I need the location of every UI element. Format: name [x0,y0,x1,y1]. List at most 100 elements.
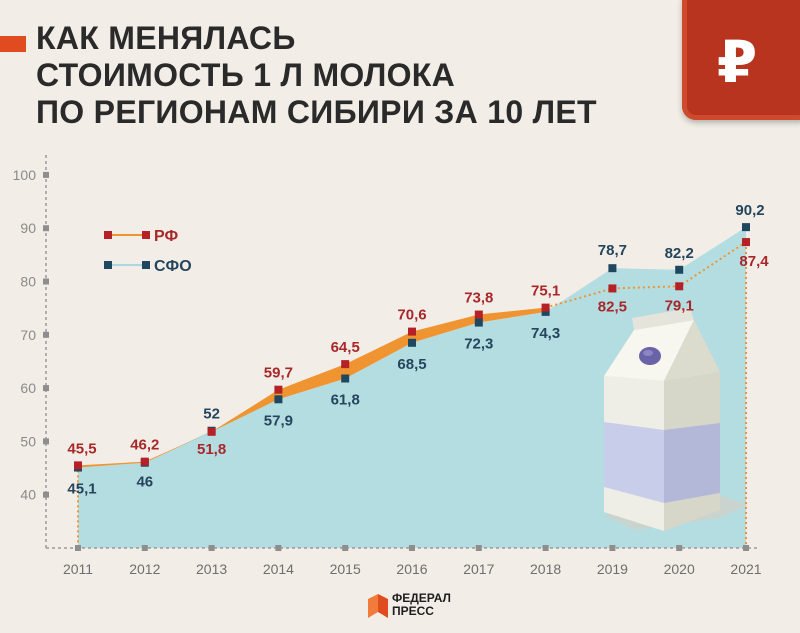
legend-rf-label: РФ [154,228,178,245]
rf-data-label: 51,8 [197,441,226,458]
milk-carton-illustration [604,308,748,531]
ruble-icon: ₽ [716,28,758,96]
y-tick-label: 70 [20,327,36,343]
legend-sfo-label: СФО [154,258,192,275]
title-bullet [0,36,26,52]
rf-data-label: 64,5 [331,339,360,356]
y-tick-mark [43,225,49,232]
logo-line-1: ФЕДЕРАЛ [392,591,451,605]
rf-point [742,238,750,247]
rf-point [408,327,416,336]
sfo-data-label: 68,5 [397,356,426,373]
rf-data-label: 59,7 [264,365,293,382]
sfo-area [78,227,746,548]
legend-rf-marker [142,231,150,239]
sfo-point [474,318,483,327]
rf-data-label: 87,4 [739,253,769,270]
chart-areas [77,227,747,548]
y-tick-mark [43,491,49,498]
sfo-data-label: 74,3 [531,325,560,342]
y-tick-mark [43,171,49,178]
x-tick-label: 2013 [196,561,227,577]
legend: РФ СФО [104,228,192,275]
sfo-data-label: 72,3 [464,336,493,353]
y-tick-mark [43,385,49,392]
sfo-point [408,338,416,347]
rf-dotted-line [545,241,747,309]
rf-data-label: 70,6 [397,307,426,324]
rf-point [541,303,550,312]
x-tick-mark [208,545,215,551]
chart-axes: 100 90 80 70 60 50 40 2011 2012 2013 2014 2015 2016 2… [13,155,762,577]
x-tick-label: 2016 [396,561,427,577]
rf-data-label: 75,1 [531,283,560,300]
rf-band [78,307,546,468]
sfo-point [541,307,550,316]
title-line-1: КАК МЕНЯЛАСЬ [36,20,296,56]
rf-data-label: 46,2 [130,437,159,454]
x-tick-mark [275,545,282,551]
rf-point [675,282,684,291]
sfo-point [341,374,350,383]
y-tick-label: 80 [20,274,36,290]
legend-sfo-marker [142,261,150,269]
sfo-point [608,264,617,273]
y-tick-label: 40 [20,487,36,503]
rf-data-label: 79,1 [665,297,694,314]
rf-data-label: 45,5 [67,440,96,457]
title-line-2: СТОИМОСТЬ 1 Л МОЛОКА [36,57,456,93]
chart-title: КАК МЕНЯЛАСЬ СТОИМОСТЬ 1 Л МОЛОКА ПО РЕГ… [36,20,597,131]
x-tick-label: 2014 [263,561,294,577]
rf-point [608,284,617,293]
federal-press-icon [368,594,388,618]
sfo-data-label: 45,1 [67,481,96,498]
rf-point [274,385,283,394]
rf-point [474,310,483,319]
sfo-data-label: 82,2 [665,245,694,262]
rf-point [341,360,350,369]
legend-rf-marker [104,231,112,239]
x-tick-label: 2019 [597,561,628,577]
x-tick-label: 2020 [664,561,695,577]
x-tick-label: 2011 [63,561,93,577]
y-tick-mark [43,438,49,445]
rf-data-label: 82,5 [598,298,627,315]
rf-data-label: 73,8 [464,290,493,307]
x-tick-mark [743,545,749,551]
sfo-data-label: 46 [136,474,153,491]
x-tick-label: 2015 [330,561,361,577]
y-tick-mark [43,278,49,285]
y-tick-label: 60 [20,380,36,396]
legend-sfo-marker [104,261,112,269]
x-tick-mark [75,545,81,551]
x-tick-mark [409,545,415,551]
sfo-data-label: 61,8 [331,392,360,409]
x-tick-mark [141,545,148,551]
x-tick-mark [342,545,349,551]
rf-point [207,427,216,436]
sfo-point [742,223,750,232]
y-tick-label: 90 [20,220,36,236]
sfo-data-label: 90,2 [735,202,764,219]
rf-point [140,457,149,466]
sfo-point [675,265,684,274]
ruble-badge: ₽ [682,0,800,120]
sfo-data-label: 52 [203,406,220,423]
y-tick-label: 50 [20,433,36,449]
y-tick-label: 100 [13,167,37,183]
x-tick-label: 2018 [530,561,561,577]
sfo-point [274,395,283,404]
x-tick-mark [676,545,683,551]
x-tick-mark [475,545,482,551]
y-tick-mark [43,331,49,338]
x-tick-label: 2012 [129,561,160,577]
rf-point [74,461,82,470]
title-line-3: ПО РЕГИОНАМ СИБИРИ ЗА 10 ЛЕТ [36,94,597,130]
sfo-data-label: 78,7 [598,242,627,259]
x-tick-label: 2021 [730,561,761,577]
sfo-data-label: 57,9 [264,412,293,429]
x-tick-mark [609,545,616,551]
x-tick-mark [542,545,549,551]
data-labels: 45,5 45,1 46,2 46 51,8 52 59,7 57,9 64,5 61,8 70,6… [67,202,769,497]
